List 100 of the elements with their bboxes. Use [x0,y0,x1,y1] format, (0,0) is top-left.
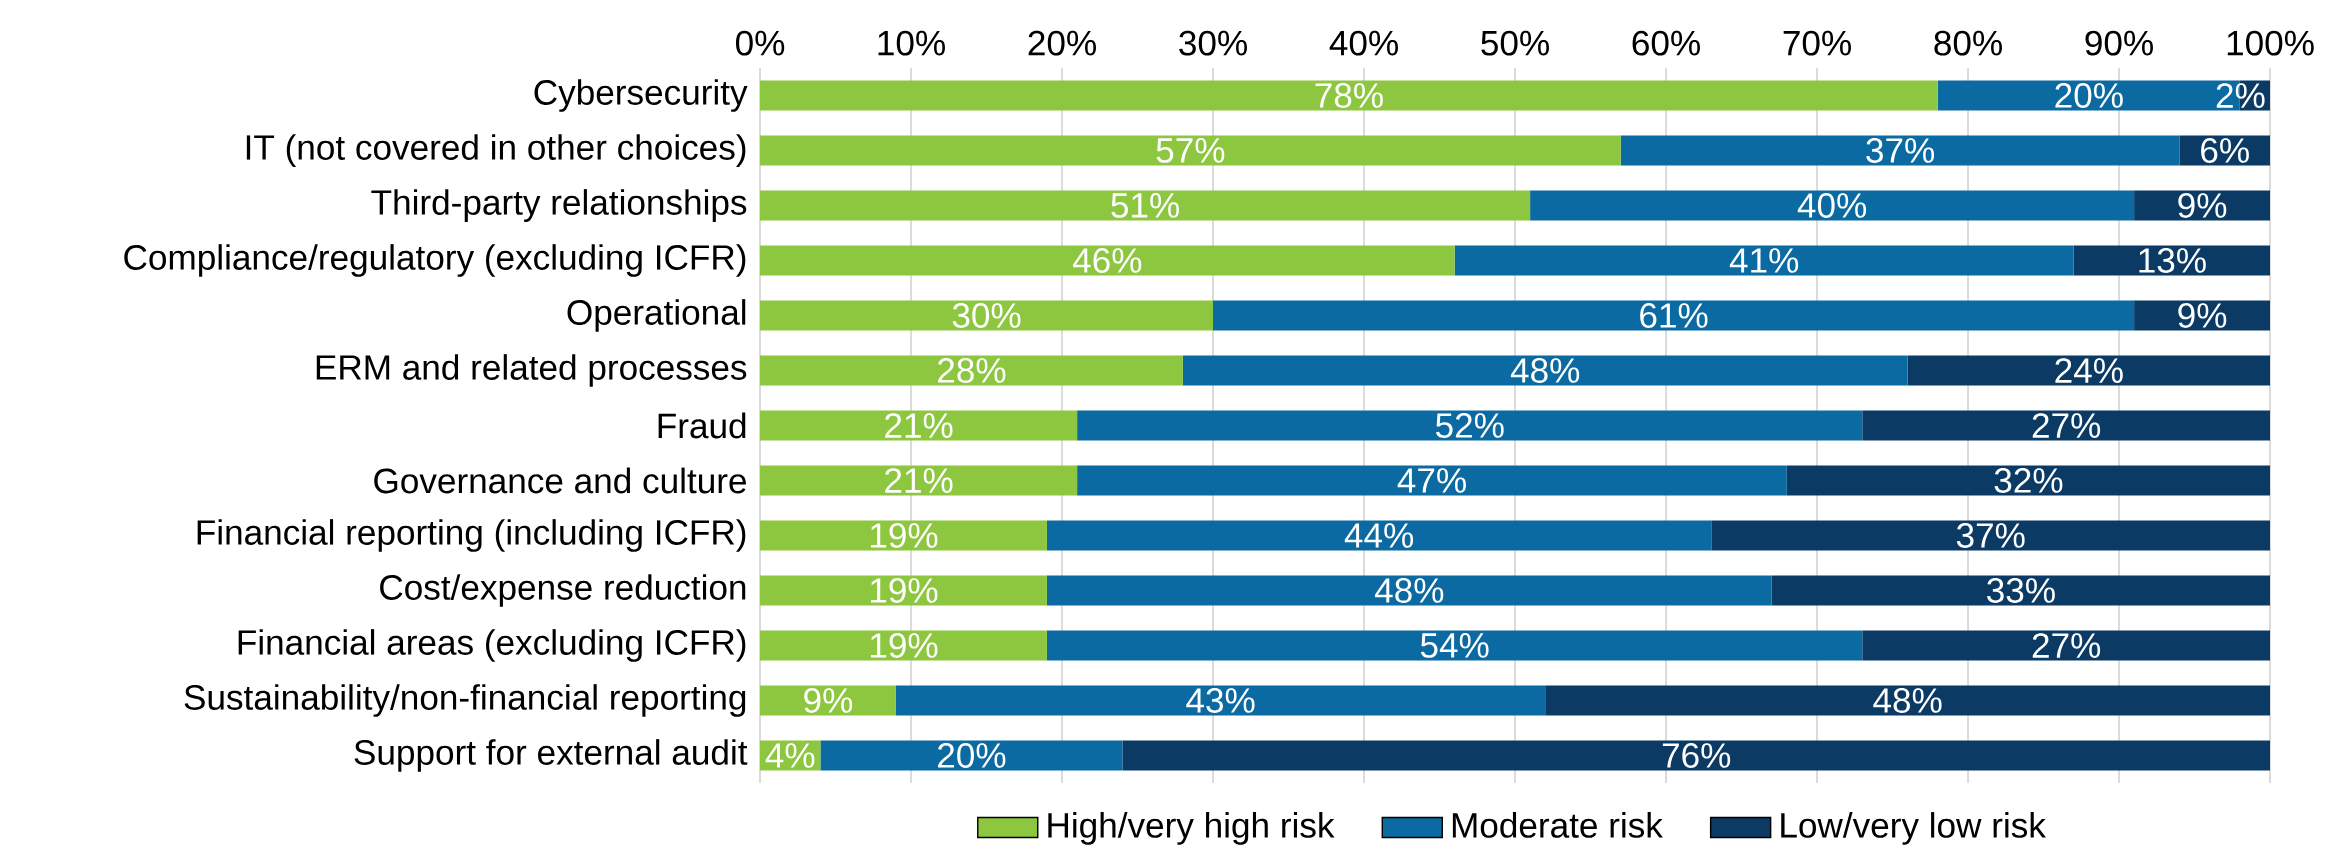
y-tick-label: IT (not covered in other choices) [246,134,746,167]
data-label: 48% [1374,578,1444,603]
bar [1046,575,1772,606]
bar [760,410,1078,441]
bar [1046,630,1863,661]
x-tick-label: 60% [1632,30,1700,56]
bar [895,685,1546,716]
data-label: 28% [938,358,1006,383]
y-tick-label: Operational [567,299,746,332]
data-label: 51% [1111,193,1180,218]
data-label: 48% [1510,358,1580,383]
bar [1907,355,2271,386]
data-label: 44% [1344,523,1414,548]
x-tick-label: 70% [1783,30,1851,56]
data-label: 19% [871,523,938,548]
data-label: 33% [1987,578,2055,603]
bar [1213,300,2135,331]
data-label: 9% [2178,193,2227,218]
x-tick-label: 0% [735,30,785,56]
data-label: 46% [1072,248,1142,273]
data-label: 9% [804,688,853,713]
x-tick-label: 90% [2085,30,2153,56]
data-label: 30% [952,303,1021,328]
bar [1530,190,2135,221]
y-tick-label: Third-party relationships [371,189,747,222]
data-label: 52% [1435,413,1504,438]
bar [820,740,1123,771]
bar [760,135,1621,166]
data-label: 57% [1156,138,1225,163]
bar [760,80,1938,111]
x-tick-label: 100% [2227,30,2314,56]
bar [760,465,1078,496]
data-label: 6% [2201,138,2249,163]
bar [2134,300,2271,331]
data-label: 48% [1873,688,1942,713]
bar [1545,685,2271,716]
bar [1862,410,2271,441]
x-tick-label: 50% [1481,30,1549,56]
x-tick-label: 30% [1179,30,1247,56]
y-tick-label: Financial areas (excluding ICFR) [238,629,746,662]
bar [1454,245,2074,276]
data-label: 61% [1640,303,1708,328]
bar [760,630,1047,661]
data-label: 9% [2178,303,2227,328]
y-tick-label: Support for external audit [354,739,748,772]
bar [760,300,1214,331]
data-label: 43% [1186,688,1255,713]
bar [760,520,1047,551]
y-tick-label: Governance and culture [374,467,746,494]
x-tick-label: 20% [1028,30,1096,56]
bar [760,575,1047,606]
data-label: 27% [2032,633,2101,658]
legend-label: Moderate risk [1452,812,1663,838]
y-tick-label: Compliance/regulatory (excluding ICFR) [124,244,746,277]
x-tick-label: 40% [1329,30,1398,56]
data-label: 19% [871,578,938,603]
data-label: 40% [1797,193,1867,218]
x-tick-label: 10% [878,30,945,56]
data-label: 4% [765,743,815,768]
bar [1077,465,1787,496]
bar [760,245,1455,276]
data-label: 19% [871,633,938,658]
legend-label: High/very high risk [1048,812,1335,845]
data-label: 20% [2055,83,2123,108]
data-label: 27% [2032,413,2101,438]
bar [1077,410,1863,441]
y-tick-label: Sustainability/non-financial reporting [184,684,746,717]
data-label: 32% [1994,468,2063,493]
bar [2073,245,2271,276]
data-label: 13% [2139,248,2206,273]
y-tick-label: ERM and related processes [316,354,747,387]
bar [760,190,1531,221]
bar [1122,740,2271,771]
bar [1862,630,2271,661]
data-label: 37% [1866,138,1935,163]
data-label: 37% [1956,523,2025,548]
data-label: 21% [885,468,953,493]
data-label: 24% [2055,358,2123,383]
data-label: 20% [938,743,1006,768]
bar [2134,190,2271,221]
data-label: 78% [1315,83,1383,108]
bar [1046,520,1712,551]
bar [760,355,1183,386]
x-tick-label: 80% [1934,30,2002,56]
bar [1771,575,2271,606]
bar [1620,135,2180,166]
data-label: 76% [1662,743,1731,768]
data-label: 47% [1397,468,1466,493]
y-tick-label: Financial reporting (including ICFR) [197,519,746,552]
data-label: 21% [885,413,953,438]
y-tick-label: Cost/expense reduction [380,574,746,607]
data-label: 54% [1420,633,1489,658]
legend-label: Low/very low risk [1781,812,2046,845]
bar [1182,355,1908,386]
bar [1786,465,2271,496]
data-label: 2% [2216,83,2265,108]
y-tick-label: Fraud [658,412,746,439]
y-tick-label: Cybersecurity [534,79,748,112]
data-label: 41% [1729,248,1799,273]
bar [1711,520,2271,551]
